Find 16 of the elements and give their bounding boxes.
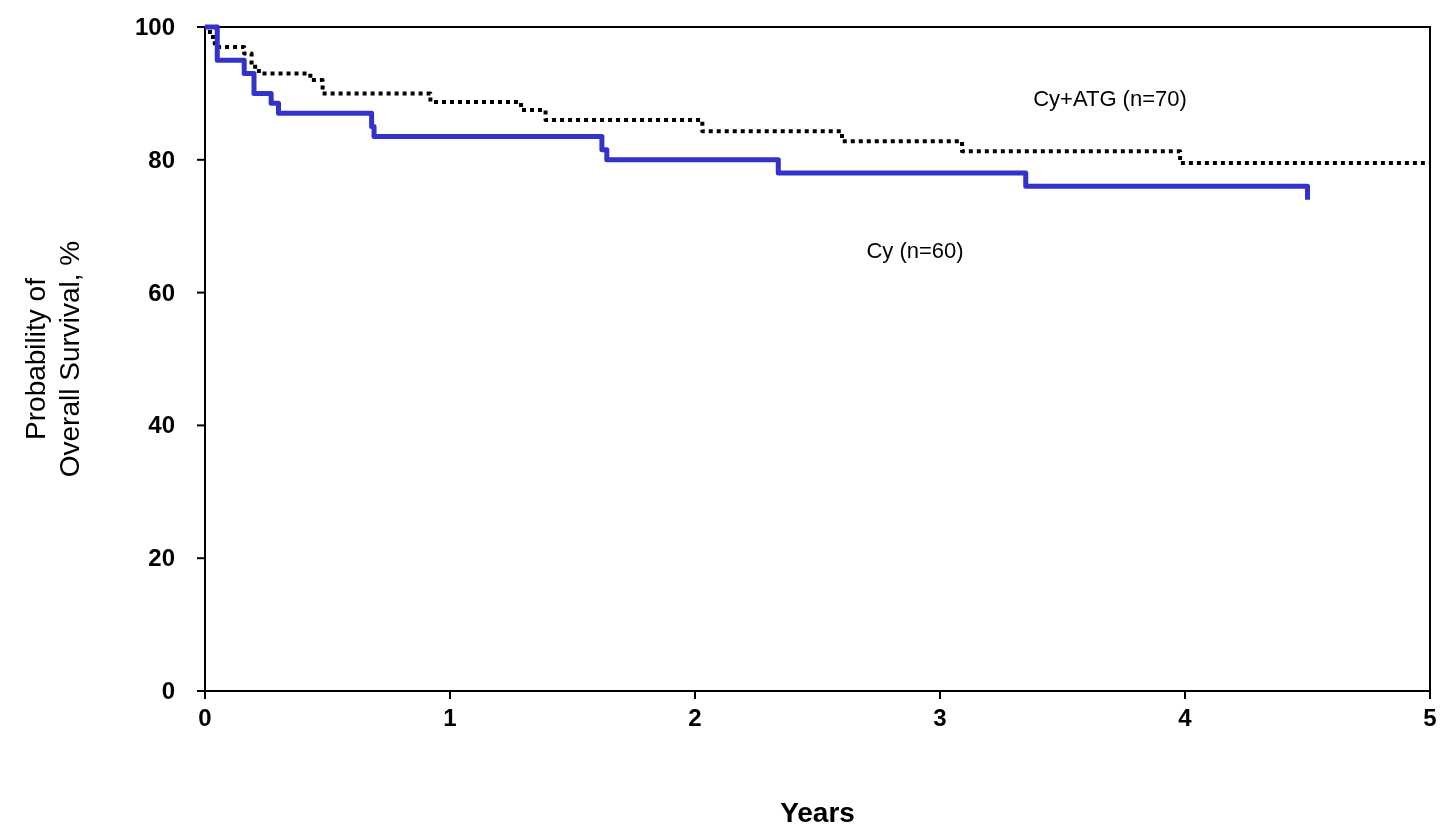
y-tick-label: 40 [148, 411, 175, 439]
text: Cy (n=60) [866, 238, 964, 264]
y-tick-label: 20 [148, 544, 175, 572]
series-label: Cy+ATG (n=70) [1033, 86, 1187, 112]
x-tick-label: 0 [198, 704, 212, 731]
y-axis-title: Probability of Overall Survival, % [20, 240, 85, 478]
x-tick-label: 1 [443, 704, 457, 731]
x-axis-title: Years [780, 797, 855, 828]
y-tick-label: 0 [161, 677, 175, 704]
y-tick-label: 100 [134, 13, 175, 40]
y-tick-label: 80 [148, 145, 175, 173]
y-tick-label: 60 [148, 278, 175, 306]
x-tick-label: 5 [1423, 704, 1437, 731]
x-tick-label: 3 [933, 704, 947, 731]
x-tick-label: 4 [1178, 704, 1193, 731]
x-tick-label: 2 [688, 704, 702, 731]
